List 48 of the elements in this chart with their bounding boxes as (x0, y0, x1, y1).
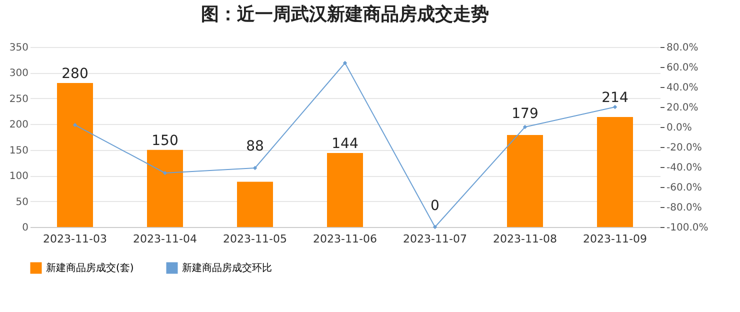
bar (327, 152, 363, 227)
y-tick-label: 50 (16, 196, 28, 208)
point (72, 122, 78, 128)
legend-label: 新建商品房成交(套) (46, 262, 134, 274)
y2-tick-label: -80.0% (666, 202, 702, 214)
y2-tick-label: -20.0% (666, 142, 702, 154)
y2-tick-label: -40.0% (666, 162, 702, 174)
y-tick-label: 300 (9, 68, 28, 80)
y2-tick-label: 0.0% (666, 122, 692, 134)
data-label: 179 (512, 106, 538, 122)
y2-tick-label: 20.0% (666, 102, 698, 114)
x-tick-label: 2023-11-08 (493, 232, 557, 246)
point (252, 166, 258, 170)
data-label: 214 (602, 90, 628, 106)
data-label: 144 (332, 136, 358, 152)
point (522, 124, 528, 130)
bar (57, 83, 93, 227)
bar (147, 150, 183, 227)
y2-tick-label: 80.0% (666, 42, 698, 54)
bar (237, 182, 273, 227)
x-tick-label: 2023-11-06 (313, 232, 377, 246)
y-tick-label: 250 (9, 94, 28, 105)
bar (597, 116, 633, 227)
y2-tick-label: 40.0% (666, 82, 698, 94)
data-label: 280 (62, 66, 88, 82)
x-tick-label: 2023-11-07 (403, 232, 467, 246)
point (432, 224, 438, 230)
y-tick-label: 150 (9, 145, 28, 156)
data-label: 150 (152, 132, 178, 149)
y2-tick-label: -60.0% (666, 182, 702, 194)
data-label: 0 (430, 198, 440, 214)
y-tick-label: 200 (9, 120, 28, 131)
legend-label: 新建商品房成交环比 (182, 262, 272, 274)
y2-tick-label: 60.0% (666, 62, 698, 74)
bar (507, 134, 543, 227)
point (342, 60, 348, 66)
x-tick-label: 2023-11-04 (133, 232, 197, 246)
y-tick-label: 100 (9, 171, 28, 182)
point (162, 170, 168, 176)
point (612, 104, 618, 110)
chart-title: 图：近一周武汉新建商品房成交走势 (201, 4, 489, 25)
x-tick-label: 2023-11-09 (583, 232, 647, 246)
data-label: 88 (246, 138, 264, 155)
y-tick-label: 350 (9, 42, 28, 54)
x-tick-label: 2023-11-03 (43, 232, 107, 246)
y-tick-label: 0 (22, 222, 28, 234)
x-tick-label: 2023-11-05 (223, 232, 287, 246)
y2-tick-label: -100.0% (666, 222, 708, 234)
